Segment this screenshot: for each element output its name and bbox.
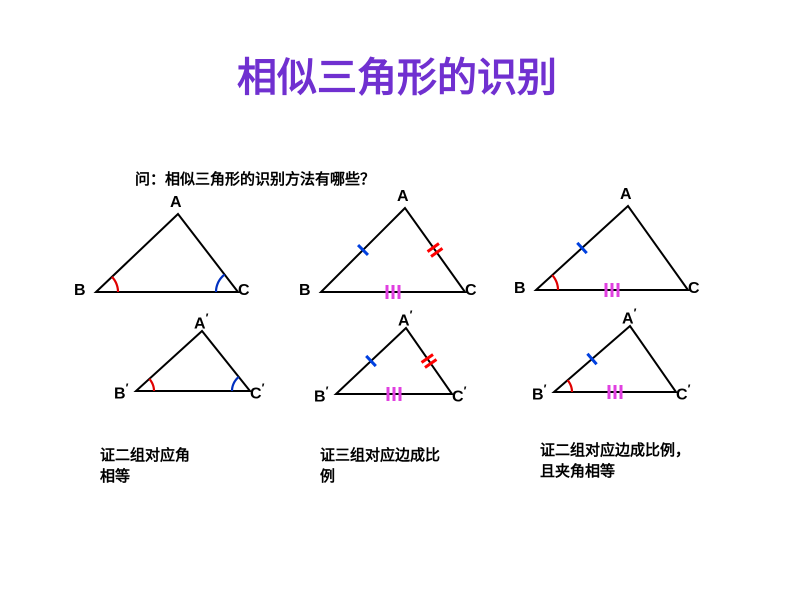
vertex-label: A′ (398, 308, 412, 330)
vertex-label: B (514, 280, 526, 298)
vertex-label: A′ (194, 311, 208, 333)
vertex-label: A (170, 194, 182, 212)
triangle-svg (90, 208, 250, 318)
vertex-label: B (299, 282, 311, 300)
triangle-svg (315, 202, 475, 314)
column-caption: 证二组对应边成比例，且夹角相等 (540, 440, 690, 482)
vertex-label: C (465, 282, 477, 300)
triangle-figure: ABC (90, 208, 250, 318)
vertex-label: B (74, 282, 86, 300)
angle-arc (112, 277, 118, 292)
triangle-outline (536, 206, 688, 290)
vertex-label: A (397, 188, 409, 206)
angle-arc (568, 380, 572, 392)
vertex-label: C (238, 282, 250, 300)
question-text: 问：相似三角形的识别方法有哪些？ (135, 168, 375, 189)
vertex-label: C′ (250, 381, 264, 403)
angle-arc (232, 377, 239, 391)
triangle-svg (330, 322, 470, 414)
vertex-label: B′ (532, 382, 546, 404)
vertex-label: C′ (452, 384, 466, 406)
vertex-label: C (688, 280, 700, 298)
angle-arc (552, 275, 558, 290)
angle-arc (216, 275, 225, 292)
triangle-svg (130, 325, 270, 415)
page-title: 相似三角形的识别 (0, 45, 794, 103)
vertex-label: A (620, 186, 632, 204)
triangle-figure: A′B′C′ (548, 320, 693, 412)
vertex-label: B′ (114, 381, 128, 403)
vertex-label: C′ (676, 382, 690, 404)
angle-arc (149, 379, 154, 391)
vertex-label: A′ (622, 306, 636, 328)
triangle-figure: A′B′C′ (330, 322, 470, 414)
vertex-label: B′ (314, 384, 328, 406)
triangle-outline (96, 214, 238, 292)
triangle-outline (136, 331, 250, 391)
triangle-svg (530, 200, 700, 312)
column-caption: 证二组对应角相等 (100, 445, 200, 487)
column-caption: 证三组对应边成比例 (320, 445, 440, 487)
triangle-figure: A′B′C′ (130, 325, 270, 415)
triangle-outline (554, 326, 676, 392)
triangle-figure: ABC (315, 202, 475, 314)
triangle-svg (548, 320, 693, 412)
triangle-figure: ABC (530, 200, 700, 312)
triangle-outline (321, 208, 465, 292)
